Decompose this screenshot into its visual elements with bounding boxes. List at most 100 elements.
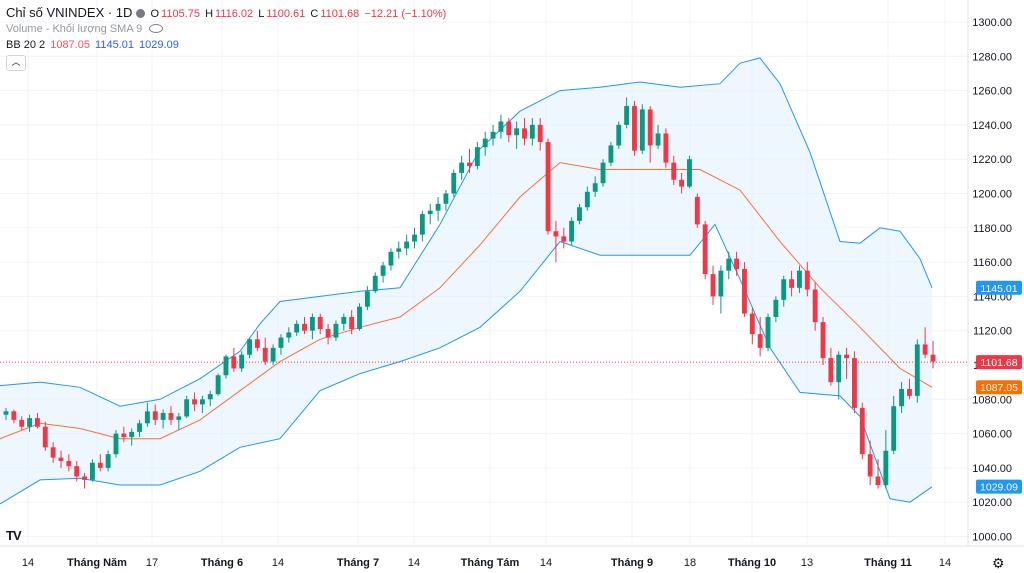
candlesticks <box>3 97 936 489</box>
candle-body <box>875 476 881 486</box>
candle-body <box>702 224 708 275</box>
change-value: −12.21 (−1.10%) <box>364 8 447 20</box>
candle-body <box>89 462 95 480</box>
candle-body <box>419 214 425 235</box>
candle-body <box>726 258 732 271</box>
upper-band-tag: 1145.01 <box>980 283 1017 295</box>
candle-body <box>647 109 653 146</box>
y-tick-label: 1080.00 <box>972 394 1012 406</box>
volume-indicator-label: Volume - Khối lượng SMA 9 <box>6 23 143 35</box>
lower-band-tag-bg <box>976 479 1022 494</box>
candle-body <box>592 183 598 192</box>
candle-body <box>765 316 771 348</box>
candle-body <box>797 270 802 288</box>
last-price-tag-bg <box>976 355 1022 370</box>
candle-body <box>50 447 56 458</box>
candle-body <box>11 411 17 420</box>
candle-body <box>577 207 582 221</box>
candle-body <box>451 172 457 194</box>
candle-body <box>828 358 834 383</box>
candle-body <box>584 191 590 208</box>
candle-body <box>270 347 276 362</box>
candle-body <box>215 375 221 395</box>
open-label: O <box>150 8 160 20</box>
x-tick-label: Tháng Năm <box>67 557 127 569</box>
candle-body <box>561 236 567 242</box>
candle-body <box>309 316 315 331</box>
candle-body <box>388 251 394 266</box>
x-tick-label: Tháng 6 <box>201 557 243 569</box>
candle-body <box>624 106 630 125</box>
candle-body <box>42 426 48 448</box>
candle-body <box>663 133 669 163</box>
x-tick-label: Tháng 10 <box>728 557 776 569</box>
candle-body <box>121 433 127 438</box>
candle-body <box>514 128 520 136</box>
candle-body <box>742 268 747 314</box>
candle-body <box>105 454 111 468</box>
candle-body <box>718 270 724 297</box>
candle-body <box>168 413 174 420</box>
candle-body <box>231 356 237 369</box>
x-tick-label: 18 <box>684 557 696 569</box>
candle-body <box>906 389 912 396</box>
collapse-legend-button[interactable]: ︿ <box>6 55 26 71</box>
candle-body <box>655 133 661 146</box>
legend-bollinger[interactable]: BB 20 2 1087.05 1145.01 1029.09 <box>6 39 181 51</box>
bollinger-upper-line <box>0 57 933 407</box>
candle-body <box>66 461 72 467</box>
candle-body <box>899 389 905 407</box>
symbol-title[interactable]: Chỉ số VNINDEX · 1D <box>6 5 133 20</box>
candle-body <box>600 162 606 184</box>
tradingview-logo[interactable]: TV <box>6 528 22 543</box>
y-tick-label: 1040.00 <box>972 463 1012 475</box>
candle-body <box>836 354 842 383</box>
x-tick-label: Tháng 9 <box>611 557 653 569</box>
time-axis[interactable]: 14 Tháng Năm 17 Tháng 6 14 Tháng 7 14 Tháng Tám… <box>22 557 951 569</box>
candle-body <box>129 431 135 438</box>
candle-body <box>396 248 402 252</box>
candle-body <box>852 358 857 408</box>
high-value: 1116.02 <box>215 8 254 20</box>
candle-body <box>302 323 307 331</box>
candle-body <box>192 399 197 405</box>
price-axis[interactable]: 1300.00 1280.00 1260.00 1240.00 1220.00 1200.… <box>972 17 1012 544</box>
eye-hidden-icon[interactable] <box>149 24 164 33</box>
candle-body <box>694 196 700 225</box>
gear-icon[interactable]: ⚙ <box>992 555 1005 571</box>
legend-volume[interactable]: Volume - Khối lượng SMA 9 <box>6 23 165 35</box>
low-label: L <box>258 8 265 20</box>
bollinger-lower-line <box>0 223 933 505</box>
x-tick-label: 13 <box>801 557 813 569</box>
candle-body <box>19 419 25 427</box>
candle-body <box>199 399 205 405</box>
x-tick-label: 14 <box>22 557 34 569</box>
x-tick-label: 17 <box>146 557 158 569</box>
candle-body <box>176 416 182 420</box>
candle-body <box>687 159 692 187</box>
candle-body <box>482 138 488 148</box>
candle-body <box>144 411 150 424</box>
last-price-tag: 1101.68 <box>980 357 1017 369</box>
candle-body <box>357 306 362 329</box>
x-tick-label: Tháng 11 <box>864 557 912 569</box>
candle-body <box>372 275 378 292</box>
y-tick-label: 1260.00 <box>972 86 1012 98</box>
candle-body <box>435 203 441 211</box>
candle-body <box>891 406 897 451</box>
candle-body <box>757 334 763 348</box>
bb-basis-value: 1087.05 <box>50 39 90 51</box>
candle-body <box>443 193 449 204</box>
candle-body <box>349 316 355 329</box>
candle-body <box>223 356 229 376</box>
candle-body <box>3 411 9 415</box>
candle-body <box>616 124 622 146</box>
y-tick-label: 1000.00 <box>972 532 1012 544</box>
bollinger-basis-line <box>0 162 933 440</box>
candle-body <box>506 121 512 136</box>
close-value: 1101.68 <box>320 8 360 20</box>
x-tick-label: 14 <box>272 557 284 569</box>
basis-tag: 1087.05 <box>980 382 1018 394</box>
